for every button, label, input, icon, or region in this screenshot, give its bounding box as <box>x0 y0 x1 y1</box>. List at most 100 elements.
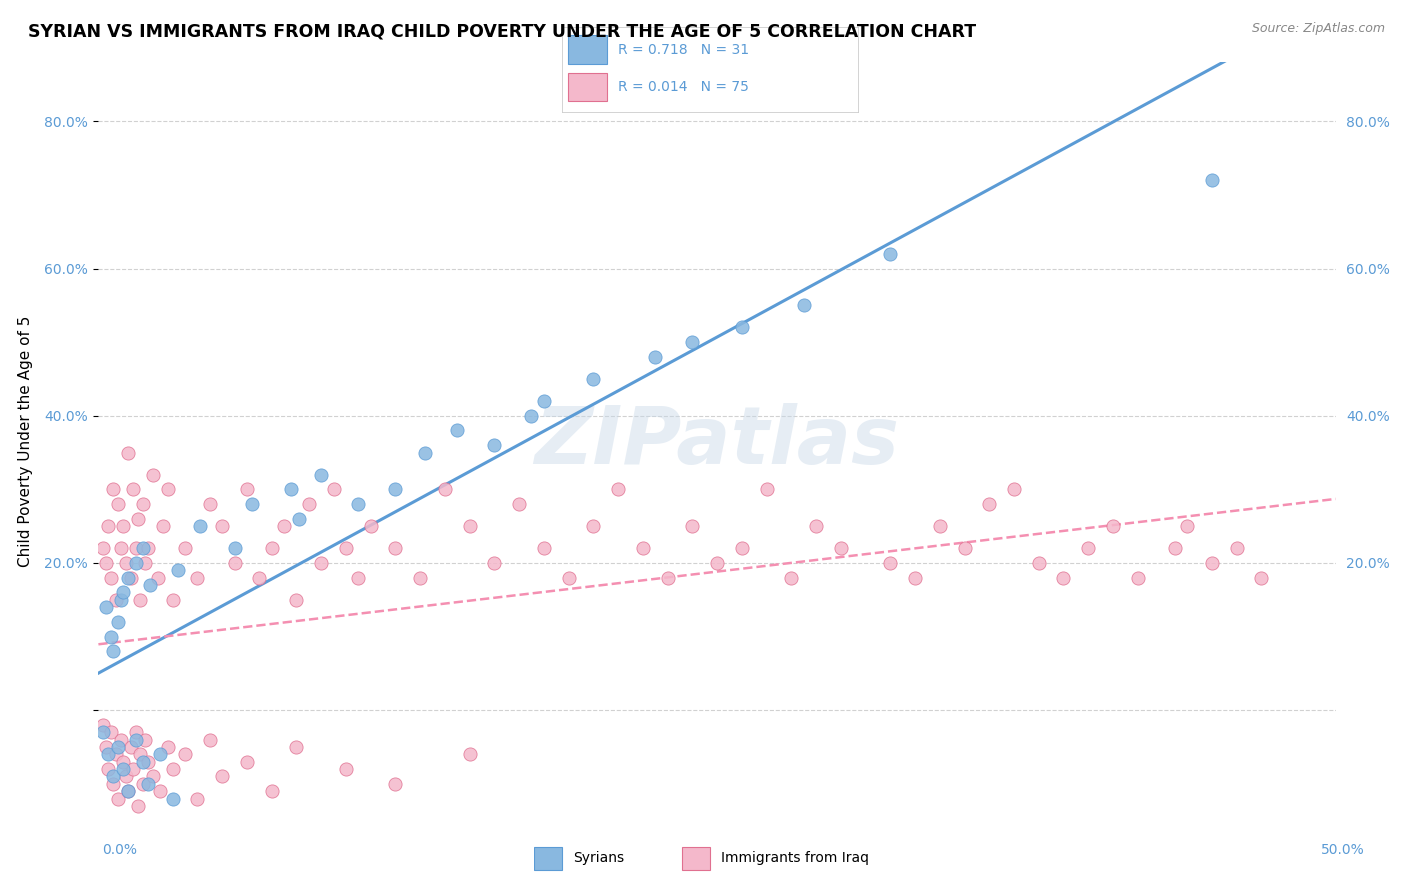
Point <box>134 556 156 570</box>
Point <box>755 483 778 497</box>
Point <box>533 394 555 409</box>
Point <box>1002 483 1025 497</box>
Point <box>953 541 976 556</box>
Point <box>260 784 283 798</box>
Point <box>1201 556 1223 570</box>
Text: Source: ZipAtlas.com: Source: ZipAtlas.com <box>1251 22 1385 36</box>
Point <box>309 467 332 482</box>
Point <box>162 592 184 607</box>
Point <box>136 541 159 556</box>
Point <box>186 791 208 805</box>
Bar <box>534 847 562 870</box>
Point <box>731 541 754 556</box>
Point <box>97 762 120 776</box>
Point <box>124 732 146 747</box>
Point <box>100 725 122 739</box>
Point <box>681 335 703 350</box>
Point <box>117 445 139 459</box>
Point <box>904 571 927 585</box>
Point <box>117 784 139 798</box>
Point <box>347 497 370 511</box>
Point <box>129 592 152 607</box>
Point <box>107 791 129 805</box>
Point <box>1226 541 1249 556</box>
Point <box>198 497 221 511</box>
Point <box>94 556 117 570</box>
Point <box>309 556 332 570</box>
Point <box>117 571 139 585</box>
Point <box>1052 571 1074 585</box>
Point <box>360 519 382 533</box>
Point <box>1175 519 1198 533</box>
Point <box>1250 571 1272 585</box>
Point <box>110 732 132 747</box>
Text: Syrians: Syrians <box>574 851 624 865</box>
Point <box>103 769 125 783</box>
Point <box>166 563 188 577</box>
Point <box>285 739 308 754</box>
Point <box>114 556 136 570</box>
Point <box>142 467 165 482</box>
Point <box>731 320 754 334</box>
Point <box>198 732 221 747</box>
Point <box>112 755 135 769</box>
Point <box>607 483 630 497</box>
Y-axis label: Child Poverty Under the Age of 5: Child Poverty Under the Age of 5 <box>18 316 32 567</box>
Point <box>103 777 125 791</box>
Point <box>94 739 117 754</box>
Point <box>122 762 145 776</box>
Point <box>120 739 142 754</box>
Point <box>347 571 370 585</box>
Text: SYRIAN VS IMMIGRANTS FROM IRAQ CHILD POVERTY UNDER THE AGE OF 5 CORRELATION CHAR: SYRIAN VS IMMIGRANTS FROM IRAQ CHILD POV… <box>28 22 976 40</box>
Point <box>127 798 149 813</box>
Point <box>149 784 172 798</box>
Bar <box>682 847 710 870</box>
Point <box>103 483 125 497</box>
Point <box>335 541 357 556</box>
Point <box>139 578 162 592</box>
Point <box>288 512 311 526</box>
Point <box>124 556 146 570</box>
Point <box>100 571 122 585</box>
Point <box>93 541 115 556</box>
Point <box>112 762 135 776</box>
Point <box>124 541 146 556</box>
Point <box>260 541 283 556</box>
Point <box>186 571 208 585</box>
Point <box>706 556 728 570</box>
Point <box>122 483 145 497</box>
Point <box>149 747 172 762</box>
Point <box>582 519 605 533</box>
Point <box>112 519 135 533</box>
Point <box>508 497 530 511</box>
Point <box>110 592 132 607</box>
Point <box>136 777 159 791</box>
Point <box>484 438 506 452</box>
Point <box>384 483 406 497</box>
Point <box>142 769 165 783</box>
Point <box>104 747 127 762</box>
Point <box>681 519 703 533</box>
Point <box>247 571 270 585</box>
Point <box>879 556 901 570</box>
Point <box>236 483 259 497</box>
Bar <box>568 72 607 102</box>
Point <box>132 541 155 556</box>
Point <box>107 739 129 754</box>
Point <box>458 519 481 533</box>
Point <box>557 571 579 585</box>
Text: 0.0%: 0.0% <box>103 843 136 857</box>
Point <box>156 739 179 754</box>
Point <box>211 519 233 533</box>
Point <box>162 791 184 805</box>
Point <box>136 755 159 769</box>
Point <box>107 615 129 629</box>
Text: R = 0.718   N = 31: R = 0.718 N = 31 <box>619 43 749 56</box>
Point <box>134 732 156 747</box>
Point <box>533 541 555 556</box>
Point <box>298 497 321 511</box>
Point <box>152 519 174 533</box>
Point <box>94 600 117 615</box>
Point <box>93 718 115 732</box>
Point <box>174 747 197 762</box>
